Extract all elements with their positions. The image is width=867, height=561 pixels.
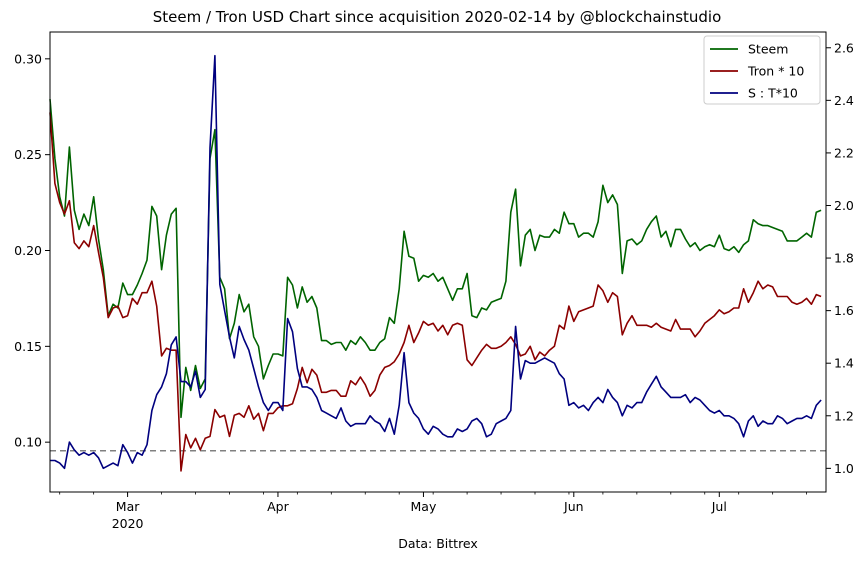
y-right-tick-label: 1.2 [834,408,854,423]
x-tick-label: May [411,499,437,514]
x-tick-label: Jul [711,499,727,514]
y-left-tick-label: 0.10 [14,435,42,450]
y-right-tick-label: 2.0 [834,198,854,213]
x-tick-label: Mar [116,499,140,514]
y-axis-right: 1.0 1.2 1.4 1.6 1.8 2.0 2.2 2.4 2.6 [826,40,854,476]
plot-frame [49,31,827,493]
legend-label: Tron * 10 [747,64,804,79]
y-right-tick-label: 1.6 [834,303,854,318]
plot-area [49,31,827,493]
y-right-tick-label: 2.6 [834,40,854,55]
y-right-tick-label: 1.8 [834,251,854,266]
legend-label: Steem [748,42,788,57]
legend-box [703,35,821,105]
x-tick-label: Jun [563,499,584,514]
legend: Steem Tron * 10 S : T*10 [703,35,821,105]
y-axis-left: 0.10 0.15 0.20 0.25 0.30 [14,51,50,450]
x-tick-sublabel: 2020 [112,516,144,531]
legend-label: S : T*10 [748,86,798,101]
y-right-tick-label: 2.2 [834,145,854,160]
series-line-2 [49,112,822,472]
x-axis-label: Data: Bittrex [398,536,478,551]
y-right-tick-label: 1.0 [834,461,854,476]
y-left-tick-label: 0.20 [14,243,42,258]
series-layer [49,54,822,472]
x-axis: Mar 2020 Apr May Jun Jul [59,492,807,531]
series-line-1 [49,99,822,419]
y-right-tick-label: 1.4 [834,356,854,371]
series-line-3 [50,54,822,470]
y-left-tick-label: 0.15 [14,339,42,354]
y-left-tick-label: 0.25 [14,147,42,162]
y-left-tick-label: 0.30 [14,51,42,66]
chart-title: Steem / Tron USD Chart since acquisition… [153,8,722,26]
x-tick-label: Apr [267,499,289,514]
y-right-tick-label: 2.4 [834,93,854,108]
